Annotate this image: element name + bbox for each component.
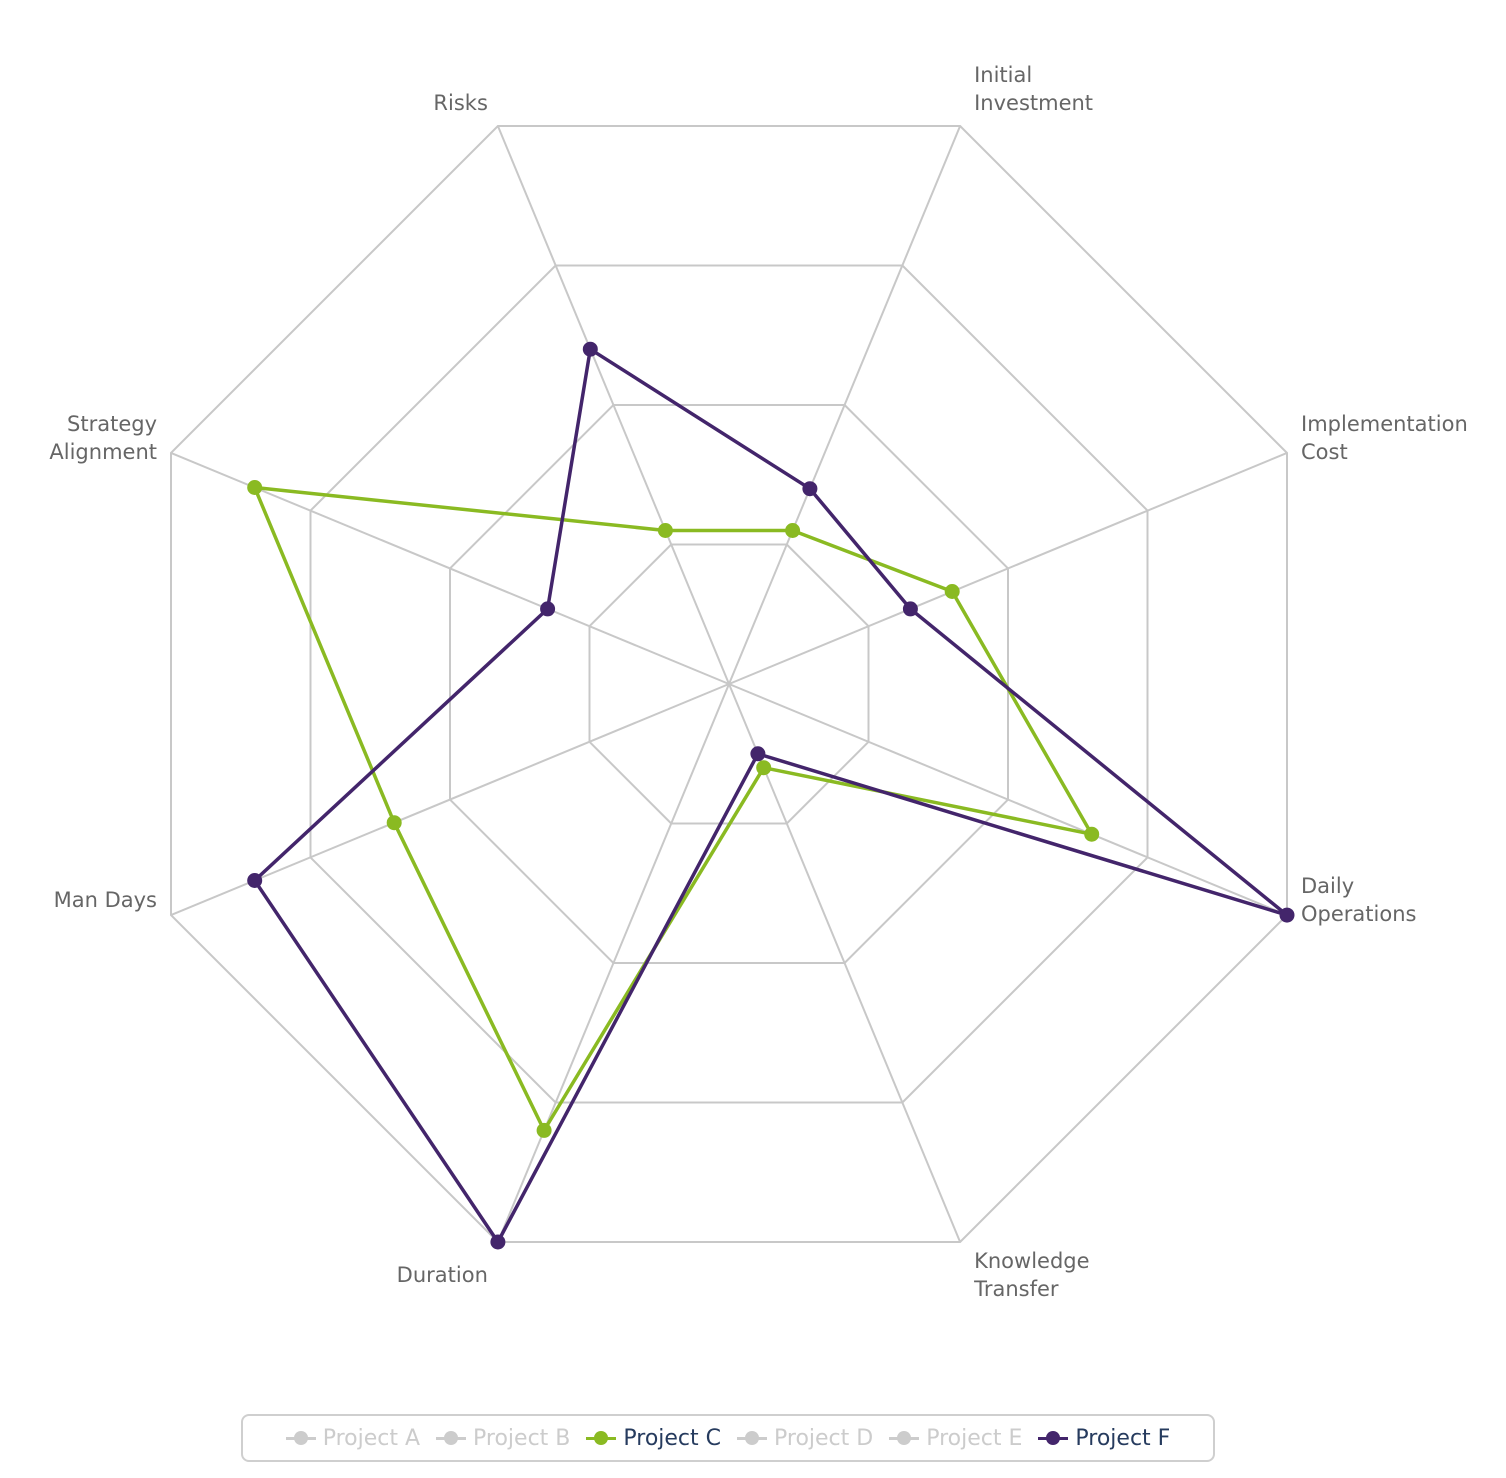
legend-item-project-b[interactable]: Project B — [428, 1426, 578, 1451]
axis-label-daily-operations: Daily Operations — [1301, 874, 1416, 926]
axis-label-risks: Risks — [433, 91, 487, 115]
grid-spoke — [170, 683, 730, 917]
axis-labels: Initial Investment Implementation Cost Daily… — [49, 63, 1467, 1301]
data-point-implementation-cost[interactable] — [944, 584, 960, 599]
legend-label: Project C — [623, 1425, 721, 1451]
axis-label-implementation-cost: Implementation Cost — [1301, 412, 1468, 464]
axis-label-man-days: Man Days — [54, 888, 157, 912]
series-layer — [247, 341, 1295, 1250]
legend-item-project-e[interactable]: Project E — [881, 1426, 1030, 1451]
axis-label-initial-investment: Initial Investment — [974, 63, 1093, 115]
legend-label: Project F — [1075, 1425, 1171, 1451]
data-point-man-days[interactable] — [386, 815, 402, 831]
axis-label-knowledge-transfer: Knowledge Transfer — [973, 1249, 1089, 1301]
legend-label: Project E — [926, 1425, 1023, 1451]
chart-legend: Project A Project B Project C Project D Proj… — [241, 1414, 1215, 1462]
grid-spoke — [496, 683, 730, 1243]
data-point-implementation-cost[interactable] — [902, 601, 918, 617]
data-point-knowledge-transfer[interactable] — [756, 760, 772, 776]
series-project-f — [247, 341, 1295, 1250]
data-point-risks[interactable] — [657, 523, 673, 538]
axis-label-strategy-alignment: Strategy Alignment — [49, 412, 157, 464]
legend-marker-icon — [436, 1431, 467, 1445]
legend-label: Project B — [473, 1425, 571, 1451]
grid-spoke — [496, 125, 730, 685]
legend-label: Project D — [774, 1425, 874, 1451]
series-line — [252, 485, 1094, 1133]
data-point-strategy-alignment[interactable] — [247, 480, 263, 495]
legend-marker-icon — [889, 1431, 920, 1445]
radar-grid — [170, 125, 1288, 1243]
data-point-daily-operations[interactable] — [1084, 826, 1100, 842]
data-point-risks[interactable] — [582, 341, 598, 357]
grid-spoke — [728, 125, 962, 685]
legend-item-project-a[interactable]: Project A — [278, 1426, 428, 1451]
radar-chart: Initial Investment Implementation Cost Daily… — [49, 63, 1467, 1301]
grid-spoke — [728, 683, 962, 1243]
series-line — [252, 347, 1289, 1244]
grid-spoke — [728, 451, 1288, 685]
data-point-initial-investment[interactable] — [802, 481, 818, 497]
legend-label: Project A — [322, 1425, 421, 1451]
legend-marker-icon — [737, 1431, 767, 1445]
legend-item-project-d[interactable]: Project D — [729, 1426, 881, 1451]
legend-marker-icon — [586, 1431, 617, 1445]
grid-spoke — [170, 451, 730, 685]
legend-marker-icon — [285, 1431, 316, 1445]
data-point-duration[interactable] — [490, 1234, 506, 1250]
series-project-c — [247, 480, 1100, 1138]
axis-label-duration: Duration — [397, 1263, 488, 1287]
legend-marker-icon — [1038, 1431, 1069, 1445]
data-point-knowledge-transfer[interactable] — [750, 746, 766, 762]
data-point-man-days[interactable] — [247, 873, 263, 888]
data-point-strategy-alignment[interactable] — [540, 601, 556, 617]
data-point-initial-investment[interactable] — [785, 523, 801, 538]
legend-item-project-c[interactable]: Project C — [578, 1426, 729, 1451]
data-point-daily-operations[interactable] — [1279, 907, 1295, 923]
data-point-duration[interactable] — [536, 1122, 552, 1138]
legend-item-project-f[interactable]: Project F — [1030, 1426, 1178, 1451]
grid-spoke — [728, 683, 1288, 917]
